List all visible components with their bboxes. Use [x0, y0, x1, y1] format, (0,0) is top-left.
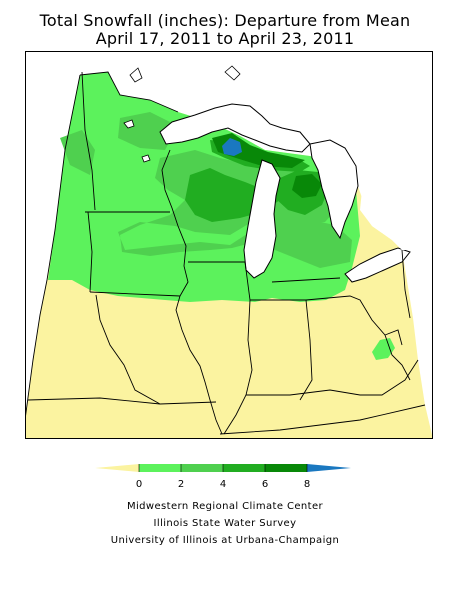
legend: 0 2 4 6 8 — [95, 464, 351, 490]
lake-michigan — [243, 159, 281, 279]
state-borders — [25, 71, 426, 435]
legend-tick-6: 6 — [262, 479, 268, 490]
legend-tick-2: 2 — [178, 479, 184, 490]
region-above-8-inches — [222, 138, 242, 156]
map-title: Total Snowfall (inches): Departure from … — [39, 11, 411, 30]
snowfall-departure-map — [25, 51, 433, 439]
legend-2-4 — [181, 464, 223, 472]
region-0-2-ohio — [372, 338, 395, 360]
lake-erie — [344, 247, 411, 283]
legend-6-8 — [265, 464, 307, 472]
canada-area — [360, 172, 433, 250]
map-frame — [25, 51, 433, 439]
lake-huron — [309, 139, 359, 240]
map-subtitle-dates: April 17, 2011 to April 23, 2011 — [95, 29, 355, 48]
legend-above-8 — [307, 464, 351, 472]
small-lake-3 — [129, 67, 143, 83]
region-2-4-inches — [60, 130, 95, 175]
credit-isws: Illinois State Water Survey — [153, 518, 297, 529]
legend-below-0 — [95, 464, 139, 472]
legend-tick-4: 4 — [220, 479, 226, 490]
legend-tick-0: 0 — [136, 479, 142, 490]
region-6-8-inches-lp — [292, 174, 322, 198]
legend-4-6 — [223, 464, 265, 472]
legend-0-2 — [139, 464, 181, 472]
small-lake-2 — [141, 154, 151, 163]
small-lake-4 — [224, 65, 241, 81]
region-2-4-inches-nw — [118, 112, 178, 150]
legend-tick-8: 8 — [304, 479, 310, 490]
credit-uiuc: University of Illinois at Urbana-Champai… — [110, 535, 340, 546]
credit-mrcc: Midwestern Regional Climate Center — [126, 501, 324, 512]
small-lake-1 — [123, 119, 135, 129]
lake-superior — [159, 103, 311, 153]
